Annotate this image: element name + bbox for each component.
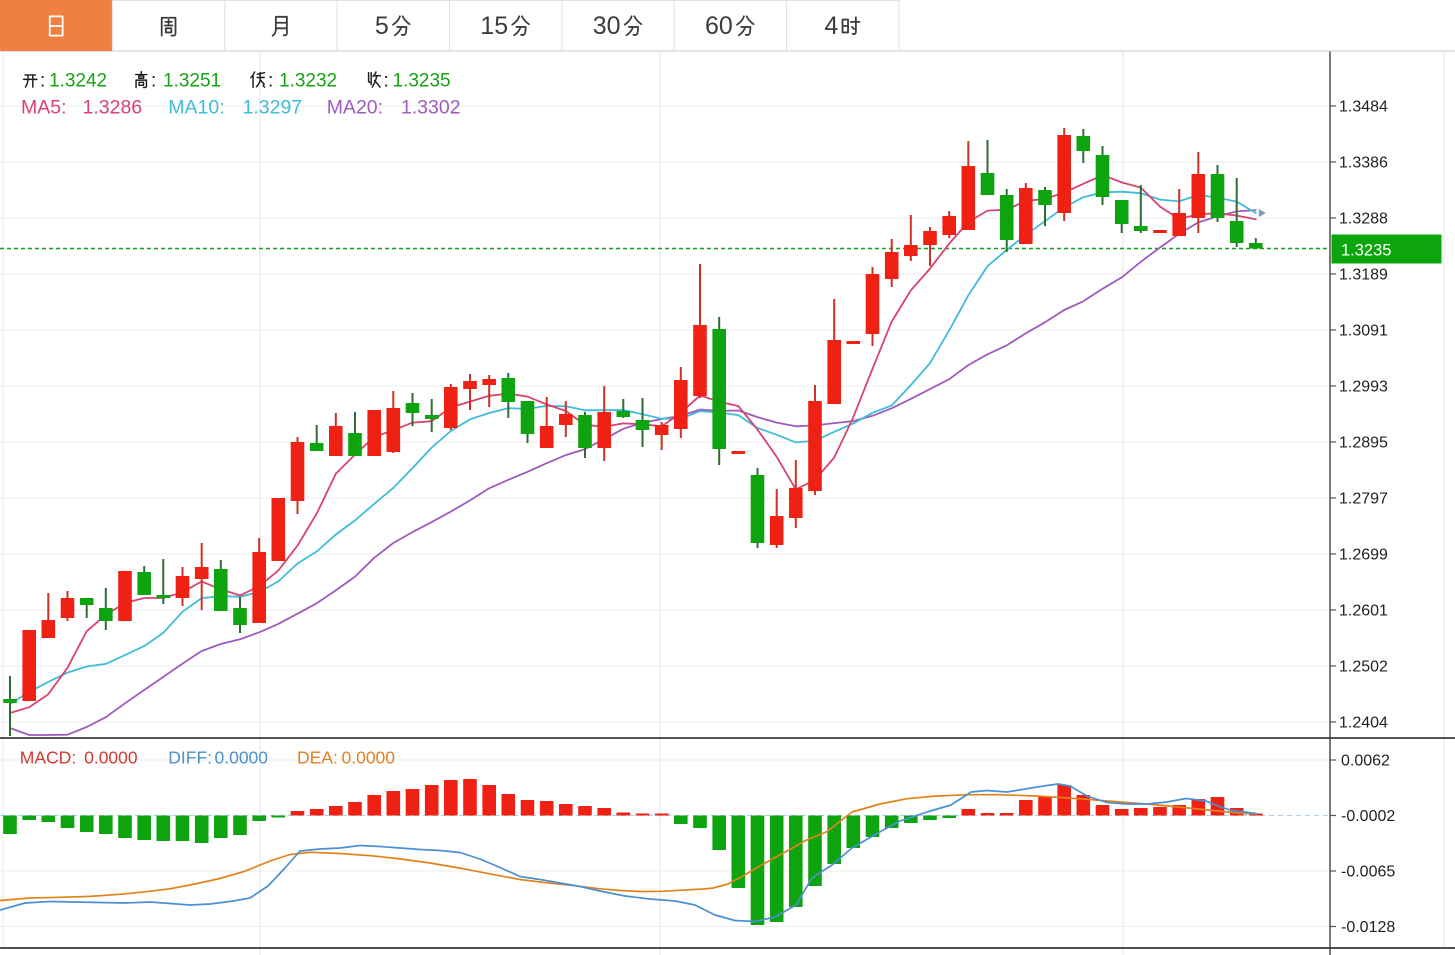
svg-text:MA20:: MA20: — [327, 97, 383, 119]
svg-text:5: 5 — [375, 12, 389, 40]
svg-text:1.3302: 1.3302 — [401, 97, 461, 119]
svg-text::: : — [268, 70, 273, 91]
svg-text:1.3251: 1.3251 — [163, 70, 221, 91]
svg-text::: : — [40, 70, 45, 91]
svg-text:15: 15 — [480, 12, 508, 40]
svg-text:1.2404: 1.2404 — [1339, 715, 1388, 732]
svg-text:0.0062: 0.0062 — [1341, 753, 1390, 770]
svg-text:1.3386: 1.3386 — [1339, 155, 1388, 172]
svg-text:1.2502: 1.2502 — [1339, 659, 1388, 676]
svg-text:1.3484: 1.3484 — [1339, 99, 1388, 116]
svg-text:MA10:: MA10: — [168, 97, 224, 119]
svg-text:30: 30 — [593, 12, 621, 40]
svg-text:DIFF:: DIFF: — [168, 747, 212, 767]
svg-text::: : — [151, 70, 156, 91]
svg-text:MACD:: MACD: — [20, 747, 76, 767]
svg-text:-0.0065: -0.0065 — [1341, 864, 1395, 881]
svg-text::: : — [384, 70, 389, 91]
svg-text:1.3232: 1.3232 — [279, 70, 337, 91]
svg-text:DEA:: DEA: — [297, 747, 338, 767]
svg-text:1.3242: 1.3242 — [49, 70, 107, 91]
svg-text:1.2993: 1.2993 — [1339, 379, 1388, 396]
svg-text:1.3189: 1.3189 — [1339, 267, 1388, 284]
svg-text:60: 60 — [705, 12, 733, 40]
svg-text:1.2601: 1.2601 — [1339, 603, 1388, 620]
svg-text:MA5:: MA5: — [21, 97, 67, 119]
svg-text:1.3235: 1.3235 — [1341, 242, 1391, 260]
svg-text:-0.0002: -0.0002 — [1341, 808, 1395, 825]
svg-text:0.0000: 0.0000 — [84, 747, 138, 767]
svg-text:1.3297: 1.3297 — [243, 97, 303, 119]
svg-text:1.2797: 1.2797 — [1339, 491, 1388, 508]
svg-text:1.3288: 1.3288 — [1339, 211, 1388, 228]
svg-text:4: 4 — [824, 12, 838, 40]
svg-text:1.2895: 1.2895 — [1339, 435, 1388, 452]
svg-text:1.3286: 1.3286 — [83, 97, 143, 119]
svg-text:0.0000: 0.0000 — [342, 747, 396, 767]
svg-text:-0.0128: -0.0128 — [1341, 919, 1395, 936]
svg-text:1.3091: 1.3091 — [1339, 323, 1388, 340]
svg-text:0.0000: 0.0000 — [215, 747, 269, 767]
svg-text:1.2699: 1.2699 — [1339, 547, 1388, 564]
svg-text:1.3235: 1.3235 — [393, 70, 451, 91]
